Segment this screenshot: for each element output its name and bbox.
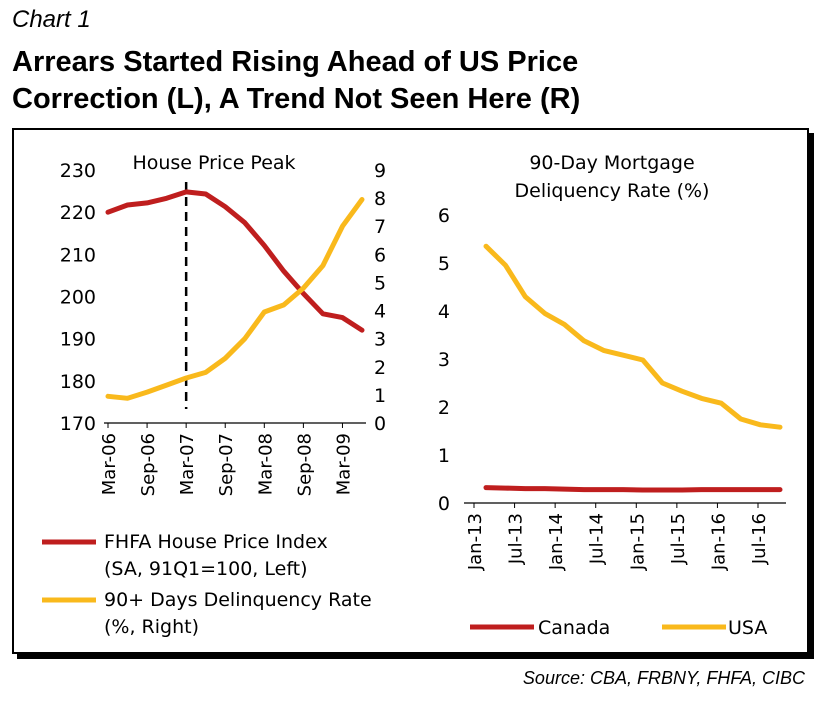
- left-x-tick-label: Sep-08: [294, 433, 315, 496]
- right-x-tick-label: Jan-14: [546, 513, 567, 571]
- chart-title-line-1: Arrears Started Rising Ahead of US Price: [12, 46, 579, 78]
- left-y-tick-label: 210: [60, 244, 96, 266]
- left-x-tick-label: Mar-06: [99, 433, 120, 495]
- left-y-tick-label: 200: [60, 287, 96, 309]
- right-axis-tick-label: 5: [374, 272, 386, 294]
- right-x-tick-label: Jan-15: [627, 513, 648, 571]
- left-x-tick-label: Mar-08: [255, 433, 276, 495]
- left-y-tick-label: 190: [60, 329, 96, 351]
- right-y-tick-label: 1: [438, 445, 450, 467]
- left-chart: 170 180 190 200 210 220 230 0 1 2 3 4 5 6 7 8 9 Mar-06 Sep…: [42, 152, 386, 638]
- left-legend-label: FHFA House Price Index: [104, 531, 328, 553]
- left-legend-label: 90+ Days Delinquency Rate: [104, 589, 372, 611]
- right-x-tick-label: Jan-16: [708, 513, 729, 571]
- usa-series-line: [483, 243, 783, 430]
- fhfa-price-index-line: [105, 189, 365, 333]
- right-axis-tick-label: 1: [374, 385, 386, 407]
- right-axis-tick-label: 0: [374, 413, 386, 435]
- left-legend-label-detail: (SA, 91Q1=100, Left): [104, 558, 308, 580]
- right-y-tick-label: 6: [438, 205, 450, 227]
- right-chart-title-line-1: 90-Day Mortgage: [529, 152, 694, 174]
- right-y-tick-label: 0: [438, 493, 450, 515]
- right-x-tick-label: Jul-15: [668, 513, 689, 565]
- right-chart-title-line-2: Deliquency Rate (%): [515, 180, 710, 202]
- left-y-tick-label: 220: [60, 202, 96, 224]
- right-axis-tick-label: 7: [374, 216, 386, 238]
- right-y-tick-label: 3: [438, 349, 450, 371]
- right-axis-tick-label: 9: [374, 160, 386, 182]
- right-axis-tick-label: 6: [374, 244, 386, 266]
- right-axis-tick-label: 8: [374, 188, 386, 210]
- right-axis-tick-label: 3: [374, 329, 386, 351]
- right-y-tick-label: 5: [438, 253, 450, 275]
- left-legend-label-detail: (%, Right): [104, 616, 199, 638]
- right-x-tick-label: Jul-16: [749, 513, 770, 565]
- delinquency-rate-line: [105, 197, 365, 401]
- left-x-tick-label: Mar-07: [177, 433, 198, 495]
- right-chart: 90-Day Mortgage Deliquency Rate (%) 0 1 2 3 4 5…: [438, 152, 786, 639]
- left-x-tick-label: Sep-07: [216, 433, 237, 496]
- right-x-tick-label: Jan-13: [465, 513, 486, 571]
- chart-number-label: Chart 1: [12, 6, 91, 33]
- chart-title: Arrears Started Rising Ahead of US Price…: [12, 44, 812, 118]
- left-x-tick-label: Sep-06: [138, 433, 159, 496]
- right-x-tick-label: Jul-13: [506, 513, 527, 565]
- right-axis-tick-label: 4: [374, 301, 386, 323]
- right-x-tick-label: Jul-14: [587, 513, 608, 565]
- right-y-tick-label: 4: [438, 301, 450, 323]
- chart-title-line-2: Correction (L), A Trend Not Seen Here (R…: [12, 83, 581, 115]
- left-y-tick-label: 230: [60, 160, 96, 182]
- right-legend-label: Canada: [538, 617, 610, 639]
- right-axis-tick-label: 2: [374, 357, 386, 379]
- left-y-tick-label: 180: [60, 371, 96, 393]
- source-note: Source: CBA, FRBNY, FHFA, CIBC: [522, 668, 805, 688]
- left-x-tick-label: Mar-09: [333, 433, 354, 495]
- house-price-peak-label: House Price Peak: [132, 152, 295, 174]
- right-legend-label: USA: [728, 617, 767, 639]
- canada-series-line: [483, 485, 783, 493]
- left-y-tick-label: 170: [60, 413, 96, 435]
- right-y-tick-label: 2: [438, 397, 450, 419]
